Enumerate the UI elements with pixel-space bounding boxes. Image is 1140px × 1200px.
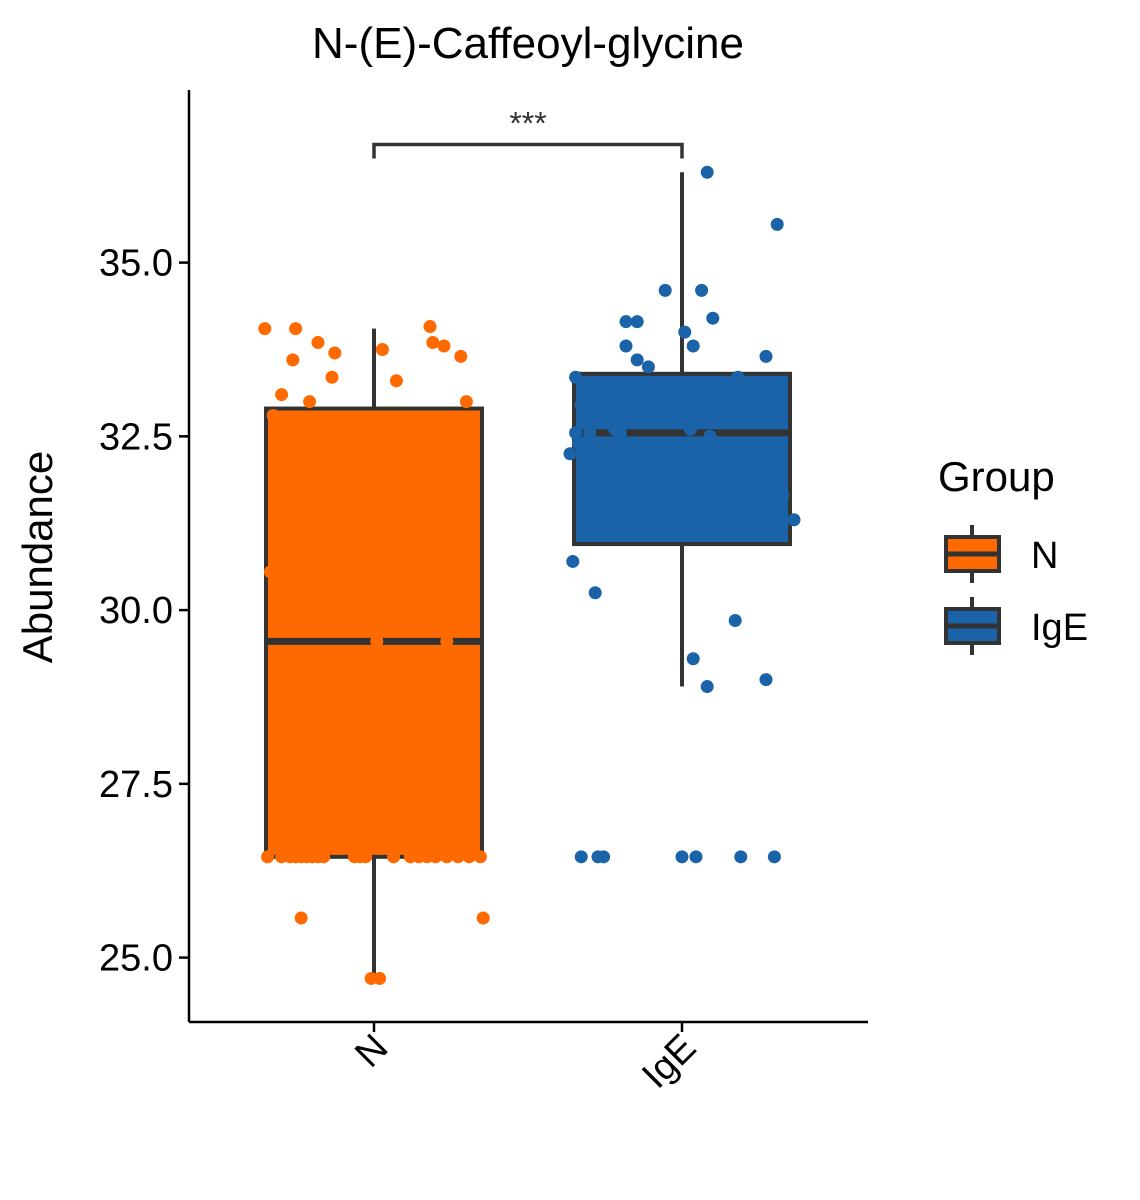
data-point <box>678 325 692 339</box>
data-point <box>583 402 597 416</box>
data-point <box>759 349 773 363</box>
data-point <box>689 850 703 864</box>
data-point <box>776 488 790 502</box>
data-point <box>588 586 602 600</box>
data-point <box>286 353 300 367</box>
data-point <box>473 850 487 864</box>
data-point <box>731 370 745 384</box>
data-point <box>440 850 454 864</box>
box <box>572 371 792 547</box>
data-point <box>258 322 272 336</box>
y-tick-label: 35.0 <box>99 243 173 285</box>
legend-title: Group <box>938 453 1055 500</box>
data-point <box>608 422 622 436</box>
data-point <box>423 320 437 334</box>
legend-label: N <box>1031 535 1058 577</box>
data-point <box>695 283 709 297</box>
plot-area: 25.0 27.5 30.0 32.5 35.0 N IgE *** <box>99 90 868 1097</box>
data-point <box>770 217 784 231</box>
x-tick-label: IgE <box>634 1027 704 1097</box>
legend-entry-ige: IgE <box>944 597 1088 655</box>
data-point <box>683 422 697 436</box>
data-point <box>370 634 384 648</box>
data-point <box>437 339 451 353</box>
data-point <box>641 360 655 374</box>
data-point <box>275 388 289 402</box>
data-point <box>459 395 473 409</box>
data-point <box>269 617 283 631</box>
data-point <box>734 850 748 864</box>
box <box>264 406 484 859</box>
data-point <box>574 850 588 864</box>
data-point <box>325 370 339 384</box>
significance-bracket <box>372 142 684 159</box>
data-point <box>440 634 454 648</box>
chart-title: N-(E)-Caffeoyl-glycine <box>312 19 744 68</box>
data-point <box>619 315 633 329</box>
data-point <box>303 395 317 409</box>
series-n <box>258 320 490 985</box>
data-point <box>563 447 577 461</box>
data-point <box>375 342 389 356</box>
data-point <box>630 353 644 367</box>
data-point <box>703 429 717 443</box>
data-point <box>597 850 611 864</box>
data-point <box>373 971 387 985</box>
y-tick-label: 30.0 <box>99 590 173 632</box>
data-point <box>289 322 303 336</box>
data-point <box>317 850 331 864</box>
data-point <box>728 614 742 628</box>
legend-label: IgE <box>1031 607 1088 649</box>
data-point <box>767 850 781 864</box>
data-point <box>630 315 644 329</box>
data-point <box>359 850 373 864</box>
series-ige <box>563 165 801 864</box>
data-point <box>263 565 277 579</box>
data-point <box>686 652 700 666</box>
data-point <box>429 850 443 864</box>
data-point <box>426 336 440 350</box>
data-point <box>387 850 401 864</box>
data-point <box>389 374 403 388</box>
data-point <box>266 409 280 422</box>
y-tick-label: 32.5 <box>99 416 173 458</box>
data-point <box>566 554 580 568</box>
data-point <box>328 346 342 360</box>
data-point <box>770 391 784 405</box>
data-point <box>462 850 476 864</box>
legend: Group N IgE <box>938 453 1088 655</box>
data-point <box>294 911 308 925</box>
y-tick-label: 27.5 <box>99 764 173 806</box>
data-point <box>569 426 583 440</box>
data-point <box>451 850 465 864</box>
data-point <box>571 436 585 450</box>
data-point <box>700 165 714 179</box>
data-point <box>261 850 275 864</box>
data-point <box>700 680 714 694</box>
data-point <box>605 405 619 419</box>
data-point <box>706 311 720 325</box>
y-tick-label: 25.0 <box>99 938 173 980</box>
data-point <box>787 513 801 527</box>
x-tick-label: N <box>347 1027 396 1076</box>
significance-label: *** <box>509 105 546 141</box>
data-point <box>675 850 689 864</box>
legend-entry-n: N <box>944 525 1058 583</box>
data-point <box>658 283 672 297</box>
data-point <box>569 370 583 384</box>
data-point <box>476 911 490 925</box>
data-point <box>619 339 633 353</box>
data-point <box>759 673 773 687</box>
data-point <box>686 339 700 353</box>
data-point <box>311 336 325 350</box>
y-axis-label: Abundance <box>14 451 61 664</box>
data-point <box>583 426 597 440</box>
data-point <box>454 349 468 363</box>
